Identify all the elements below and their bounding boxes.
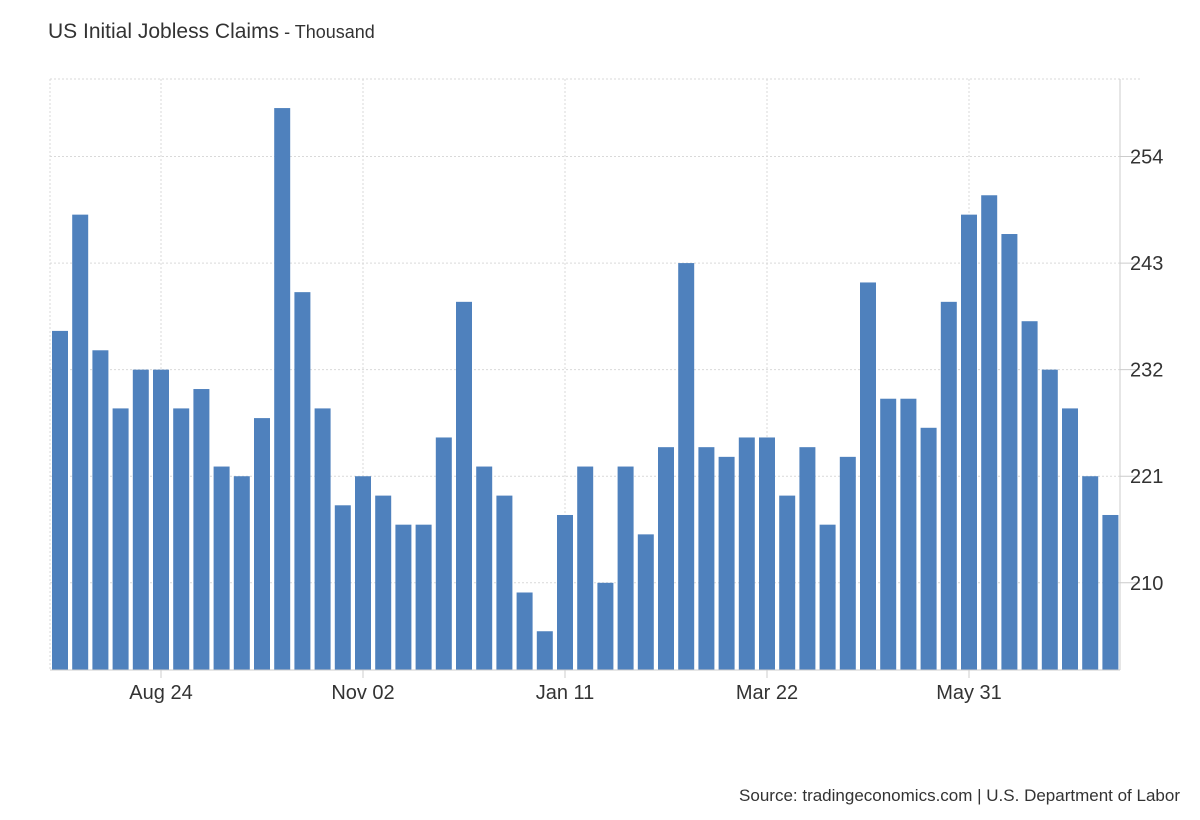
bar <box>637 534 654 670</box>
bar <box>132 369 149 670</box>
y-tick-label: 232 <box>1130 360 1163 382</box>
bar <box>880 398 897 670</box>
x-tick-labels: Aug 24 Nov 02 Jan 11 Mar 22 May 31 <box>129 682 1001 704</box>
title-separator: - <box>279 22 295 42</box>
bar <box>819 524 836 670</box>
bar <box>294 292 311 670</box>
bar <box>395 524 412 670</box>
bar <box>718 456 735 670</box>
bar <box>839 456 856 670</box>
bar <box>940 301 957 670</box>
bar <box>92 350 109 670</box>
bar <box>314 408 331 670</box>
bar <box>375 495 392 670</box>
y-tick-label: 221 <box>1130 466 1163 488</box>
bar <box>961 214 977 670</box>
bar <box>536 631 553 670</box>
bar <box>900 398 917 670</box>
y-tick-label: 243 <box>1130 253 1163 275</box>
x-tick-label: Jan 11 <box>536 682 595 704</box>
y-tick-label: 210 <box>1130 573 1163 595</box>
bar <box>173 408 190 670</box>
x-tick-label: Aug 24 <box>129 682 192 704</box>
bar <box>1041 369 1058 670</box>
bar <box>1021 321 1038 670</box>
bar <box>658 447 674 670</box>
bar <box>1001 234 1018 670</box>
bar <box>153 369 169 670</box>
bar <box>72 214 89 670</box>
bar <box>577 466 594 670</box>
bars <box>52 108 1119 671</box>
bar <box>738 437 755 670</box>
source-note: Source: tradingeconomics.com | U.S. Depa… <box>739 786 1180 805</box>
x-tick-label: Mar 22 <box>736 682 798 704</box>
bar <box>981 195 998 670</box>
chart-title: US Initial Jobless Claims <box>48 20 280 43</box>
chart-subtitle: Thousand <box>294 22 375 42</box>
bar <box>435 437 452 670</box>
bar <box>355 476 371 670</box>
bar <box>597 582 614 670</box>
bar <box>476 466 493 670</box>
bar <box>52 330 68 670</box>
bar <box>557 514 573 670</box>
bar <box>698 447 715 670</box>
bar <box>254 418 270 670</box>
bar <box>274 108 291 671</box>
bar <box>617 466 634 670</box>
bar <box>920 427 937 670</box>
bar <box>516 592 533 670</box>
bar <box>193 389 210 670</box>
bar <box>1082 476 1099 670</box>
x-tick-label: Nov 02 <box>331 682 394 704</box>
y-tick-label: 254 <box>1130 147 1163 169</box>
bar <box>233 476 250 670</box>
bar <box>779 495 796 670</box>
bar <box>1102 514 1119 670</box>
bar <box>496 495 513 670</box>
bar <box>415 524 432 670</box>
axes <box>50 79 1140 678</box>
bar <box>799 447 816 670</box>
bar <box>1062 408 1078 670</box>
bar <box>860 282 876 670</box>
bar <box>213 466 230 670</box>
x-tick-label: May 31 <box>936 682 1002 704</box>
bar <box>678 263 695 670</box>
bar <box>456 301 472 670</box>
chart-header: US Initial Jobless Claims - Thousand <box>48 20 375 44</box>
bar <box>334 505 351 670</box>
bar <box>759 437 775 670</box>
bar <box>112 408 129 670</box>
y-tick-labels: 210 221 232 243 254 <box>1130 147 1163 595</box>
